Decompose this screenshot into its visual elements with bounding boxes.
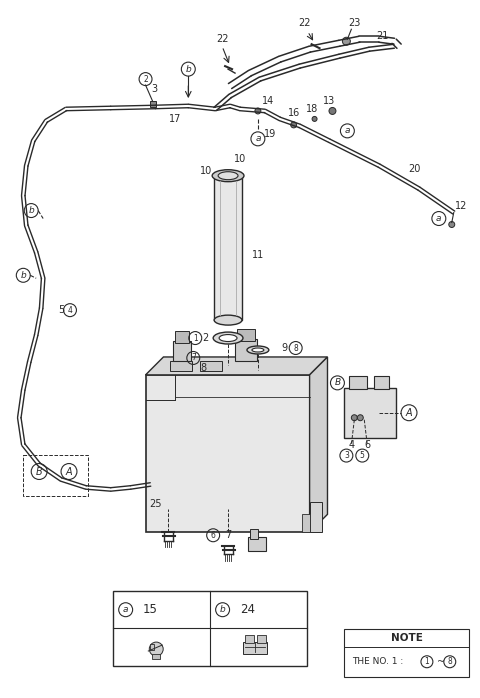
Polygon shape bbox=[310, 357, 327, 533]
Text: 19: 19 bbox=[264, 129, 276, 139]
Text: 16: 16 bbox=[288, 108, 300, 118]
Text: 12: 12 bbox=[455, 200, 467, 211]
Text: b: b bbox=[20, 271, 26, 280]
Bar bbox=[301, 514, 310, 533]
Text: 20: 20 bbox=[408, 164, 420, 174]
Text: 2: 2 bbox=[202, 333, 208, 343]
Text: 15: 15 bbox=[143, 603, 158, 616]
Bar bbox=[23, 454, 88, 496]
Text: 10: 10 bbox=[234, 154, 246, 164]
Text: a: a bbox=[345, 126, 350, 135]
Text: 22: 22 bbox=[299, 18, 311, 29]
Text: 18: 18 bbox=[305, 104, 318, 114]
Bar bbox=[243, 642, 267, 654]
Bar bbox=[237, 329, 255, 341]
Text: THE NO. 1 :: THE NO. 1 : bbox=[352, 658, 407, 667]
Text: 5: 5 bbox=[58, 305, 64, 315]
Ellipse shape bbox=[213, 332, 243, 344]
Text: b: b bbox=[185, 65, 191, 73]
Bar bbox=[344, 388, 396, 438]
Ellipse shape bbox=[212, 170, 244, 181]
Text: 5: 5 bbox=[360, 451, 365, 460]
Bar bbox=[150, 644, 154, 650]
Bar bbox=[175, 331, 189, 343]
Circle shape bbox=[329, 107, 336, 114]
Text: 25: 25 bbox=[149, 499, 162, 510]
Bar bbox=[248, 537, 266, 551]
Text: A: A bbox=[66, 466, 72, 477]
Bar bbox=[257, 635, 266, 643]
Ellipse shape bbox=[252, 348, 264, 352]
Ellipse shape bbox=[219, 334, 237, 341]
Text: A: A bbox=[406, 408, 412, 417]
Text: 13: 13 bbox=[324, 96, 336, 106]
Text: 3: 3 bbox=[344, 451, 349, 460]
Circle shape bbox=[351, 415, 357, 421]
Text: 24: 24 bbox=[240, 603, 255, 616]
Bar bbox=[245, 635, 254, 643]
Circle shape bbox=[312, 117, 317, 121]
Text: NOTE: NOTE bbox=[391, 633, 422, 643]
Circle shape bbox=[342, 37, 350, 45]
Text: B: B bbox=[335, 378, 340, 387]
Text: 6: 6 bbox=[211, 530, 216, 540]
Bar bbox=[250, 529, 258, 540]
Text: 1: 1 bbox=[193, 334, 198, 343]
Circle shape bbox=[357, 415, 363, 421]
Text: 11: 11 bbox=[252, 251, 264, 260]
Bar bbox=[113, 591, 307, 666]
Text: 4: 4 bbox=[68, 306, 72, 315]
Bar bbox=[374, 376, 389, 389]
Text: 1: 1 bbox=[424, 658, 429, 667]
Text: b: b bbox=[28, 206, 34, 215]
Circle shape bbox=[149, 642, 163, 656]
Bar bbox=[170, 361, 192, 371]
Text: 22: 22 bbox=[216, 34, 228, 44]
Text: 6: 6 bbox=[364, 440, 371, 450]
Bar bbox=[145, 375, 310, 533]
Bar bbox=[349, 376, 367, 389]
Bar bbox=[150, 101, 156, 107]
Circle shape bbox=[291, 122, 297, 128]
Text: 9: 9 bbox=[282, 343, 288, 353]
Bar bbox=[173, 341, 192, 361]
Bar bbox=[214, 176, 242, 320]
Polygon shape bbox=[145, 357, 327, 375]
Ellipse shape bbox=[214, 315, 242, 325]
Text: a: a bbox=[123, 605, 129, 614]
Circle shape bbox=[255, 108, 261, 114]
Text: 3: 3 bbox=[151, 84, 157, 94]
Text: a: a bbox=[436, 214, 442, 223]
Text: b: b bbox=[220, 605, 226, 614]
Text: 4: 4 bbox=[348, 440, 354, 450]
Bar bbox=[344, 629, 468, 676]
Text: 8: 8 bbox=[293, 343, 298, 352]
Text: 21: 21 bbox=[376, 31, 388, 41]
Text: B: B bbox=[36, 466, 43, 477]
Text: 14: 14 bbox=[262, 96, 274, 106]
Circle shape bbox=[449, 221, 455, 228]
Text: 7: 7 bbox=[191, 353, 196, 362]
Text: 8: 8 bbox=[200, 363, 206, 373]
Text: 8: 8 bbox=[447, 658, 452, 667]
Bar bbox=[235, 339, 257, 361]
Bar bbox=[152, 654, 160, 659]
Ellipse shape bbox=[247, 346, 269, 354]
Ellipse shape bbox=[218, 172, 238, 179]
Bar bbox=[200, 361, 222, 371]
Bar bbox=[310, 503, 322, 533]
Text: a: a bbox=[255, 134, 261, 143]
Text: 10: 10 bbox=[200, 165, 212, 176]
Text: 17: 17 bbox=[169, 114, 181, 124]
Text: 2: 2 bbox=[143, 75, 148, 84]
Text: 7: 7 bbox=[225, 530, 231, 540]
Text: ~: ~ bbox=[437, 657, 445, 667]
Text: 23: 23 bbox=[348, 18, 360, 29]
